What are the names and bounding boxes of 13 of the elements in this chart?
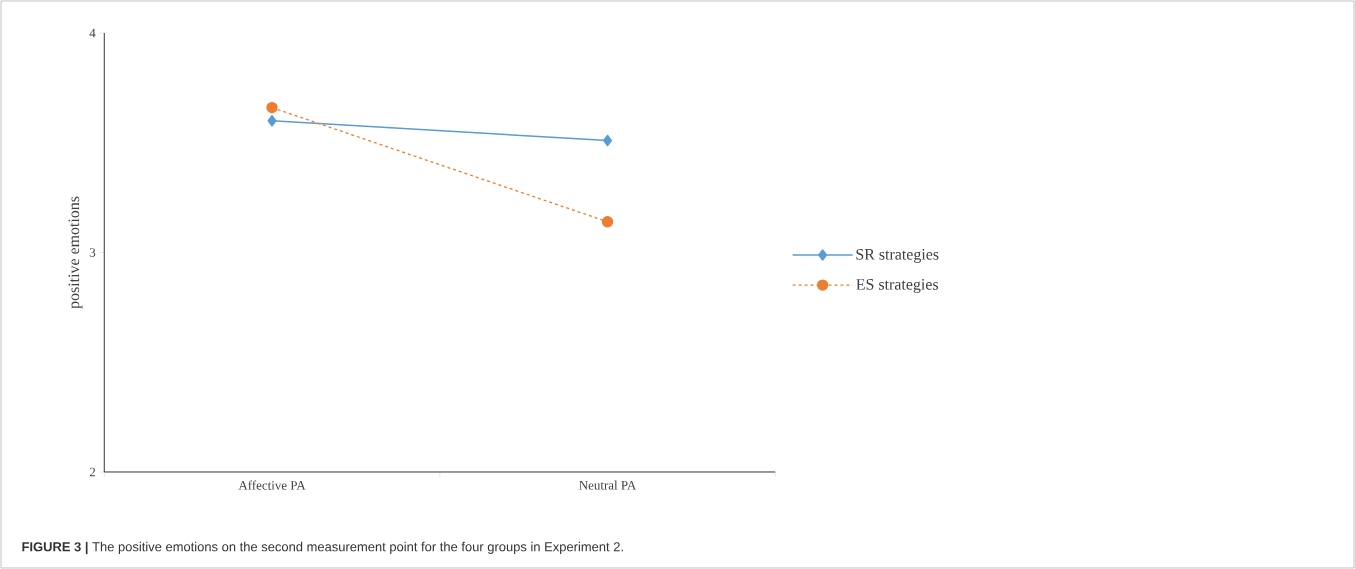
x-tick-label: Neutral PA	[579, 480, 637, 490]
point	[267, 115, 277, 127]
legend-label: SR strategies	[856, 249, 939, 263]
y-tick-label: 2	[89, 467, 96, 477]
point	[266, 101, 278, 114]
y-tick-label: 3	[89, 248, 96, 257]
point	[603, 134, 613, 147]
point	[601, 216, 614, 228]
legend-label: ES strategies	[856, 279, 939, 294]
y-axis-title: positive emotions	[68, 196, 83, 309]
x-tick-label: Affective PA	[238, 480, 306, 490]
y-tick-label: 4	[89, 28, 96, 38]
text: FIGURE 3 | The positive emotions on the second measurement point for the four groups in Experiment 2.	[22, 541, 623, 555]
